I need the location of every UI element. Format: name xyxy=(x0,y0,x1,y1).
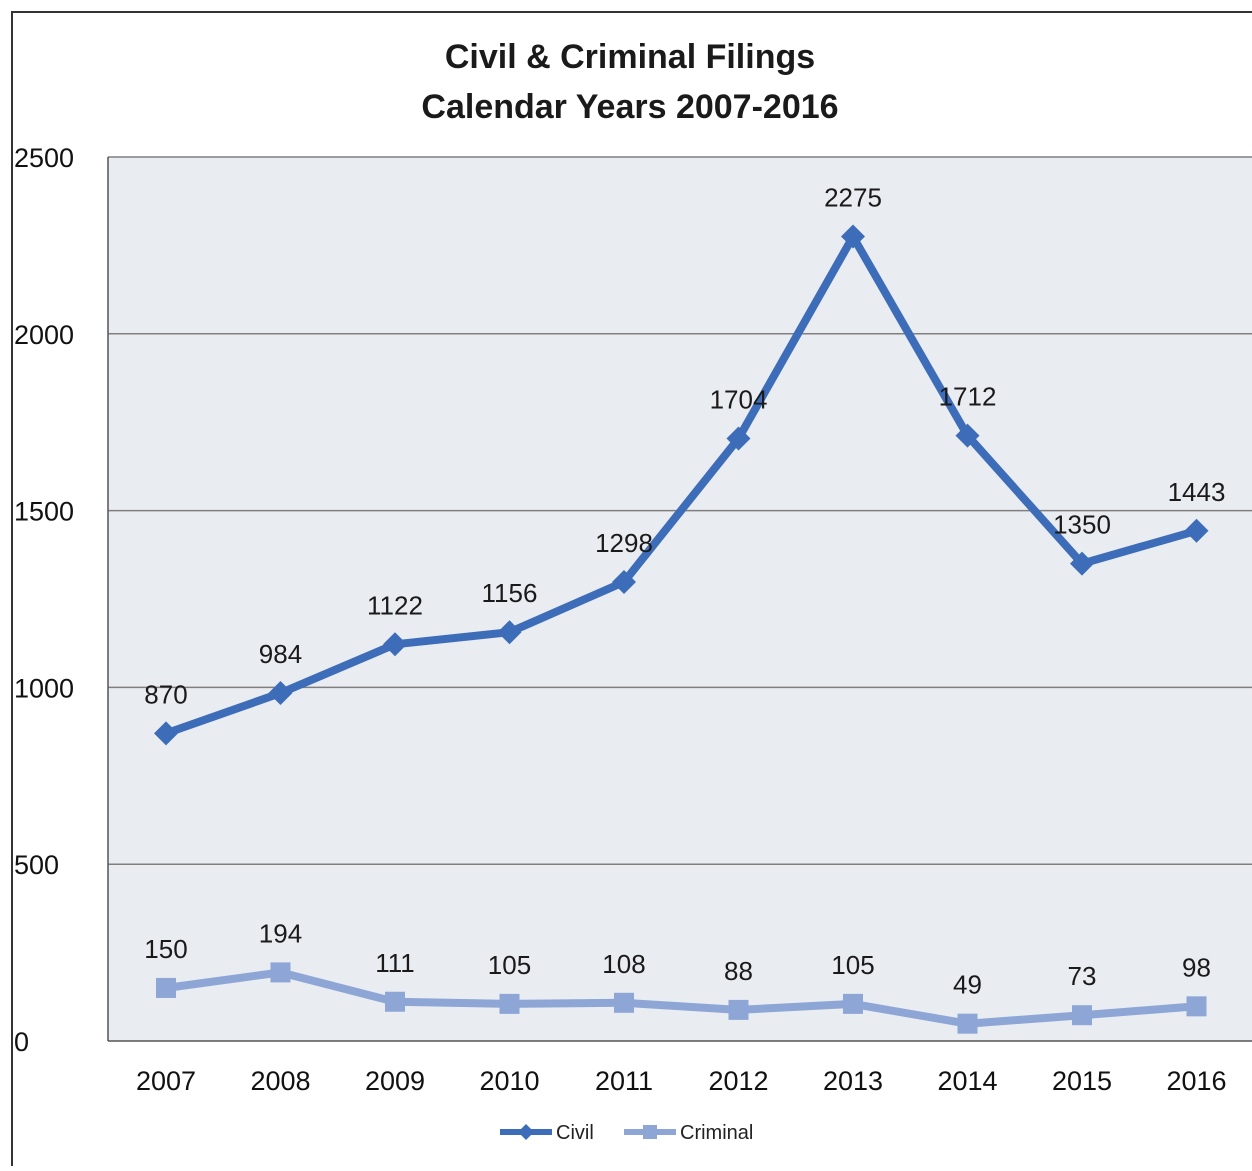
series-group xyxy=(154,224,1209,1034)
x-tick-label: 2011 xyxy=(595,1066,653,1096)
data-label-civil: 1156 xyxy=(482,578,538,608)
data-label-criminal: 150 xyxy=(144,934,187,964)
data-point-civil xyxy=(1184,518,1209,543)
data-point-civil xyxy=(612,570,636,595)
data-labels: 870 984 1122 1156 1298 1704 2275 1712 1350 1443 15… xyxy=(144,183,1225,1000)
data-point-criminal xyxy=(385,991,405,1012)
series-line-criminal xyxy=(162,968,1201,1028)
legend-marker-criminal xyxy=(643,1125,657,1139)
data-point-civil xyxy=(726,426,751,451)
data-label-criminal: 105 xyxy=(831,950,874,980)
y-tick-label: 1000 xyxy=(14,673,74,703)
data-label-criminal: 88 xyxy=(724,956,753,986)
axes: 0 500 1000 1500 2000 2500 2007 2008 2009 2010 2011… xyxy=(14,143,1252,1096)
data-point-criminal xyxy=(156,977,176,998)
x-tick-label: 2016 xyxy=(1166,1066,1226,1096)
x-tick-label: 2008 xyxy=(250,1066,310,1096)
data-label-civil: 1350 xyxy=(1053,510,1111,540)
data-point-criminal xyxy=(270,962,291,983)
data-point-criminal xyxy=(843,993,863,1014)
data-point-criminal xyxy=(957,1013,978,1034)
data-point-civil xyxy=(383,632,407,657)
data-point-criminal xyxy=(1072,1005,1092,1026)
x-tick-label: 2014 xyxy=(937,1066,997,1096)
data-label-civil: 1122 xyxy=(367,590,423,620)
data-label-criminal: 111 xyxy=(375,948,415,978)
data-point-criminal xyxy=(499,993,520,1014)
legend: Civil Criminal xyxy=(500,1122,753,1144)
legend-label-civil: Civil xyxy=(556,1122,594,1144)
chart-subtitle: Calendar Years 2007-2016 xyxy=(421,88,838,126)
data-label-civil: 2275 xyxy=(824,183,882,213)
y-tick-label: 2500 xyxy=(14,143,74,173)
data-label-civil: 1704 xyxy=(710,384,768,414)
x-tick-label: 2009 xyxy=(365,1066,425,1096)
data-label-criminal: 49 xyxy=(953,970,982,1000)
data-label-criminal: 194 xyxy=(259,918,302,948)
data-label-civil: 870 xyxy=(144,679,187,709)
legend-label-criminal: Criminal xyxy=(680,1122,753,1144)
plot-area xyxy=(108,157,1252,1041)
data-point-criminal xyxy=(1186,996,1207,1017)
data-label-civil: 1443 xyxy=(1168,477,1226,507)
data-point-civil xyxy=(1070,551,1094,576)
data-point-civil xyxy=(154,721,178,746)
series-line-civil xyxy=(162,232,1201,738)
data-label-criminal: 73 xyxy=(1068,961,1097,991)
y-tick-label: 0 xyxy=(14,1027,29,1057)
data-point-civil xyxy=(841,224,865,249)
data-point-civil xyxy=(955,423,980,448)
data-label-criminal: 98 xyxy=(1182,952,1211,982)
x-tick-label: 2010 xyxy=(479,1066,539,1096)
data-label-civil: 1298 xyxy=(595,528,653,558)
x-tick-label: 2015 xyxy=(1052,1066,1112,1096)
data-point-criminal xyxy=(728,999,749,1020)
data-point-civil xyxy=(268,681,293,706)
data-label-criminal: 105 xyxy=(488,950,531,980)
x-tick-label: 2007 xyxy=(136,1066,196,1096)
data-point-civil xyxy=(497,620,522,645)
data-point-criminal xyxy=(614,992,634,1013)
chart-title: Civil & Criminal Filings xyxy=(445,38,815,76)
legend-marker-civil xyxy=(518,1124,534,1140)
x-tick-label: 2012 xyxy=(708,1066,768,1096)
y-tick-label: 500 xyxy=(14,850,59,880)
data-label-civil: 984 xyxy=(259,639,302,669)
data-label-civil: 1712 xyxy=(939,382,997,412)
x-tick-label: 2013 xyxy=(823,1066,883,1096)
y-tick-label: 1500 xyxy=(14,497,74,527)
y-tick-label: 2000 xyxy=(14,320,74,350)
data-label-criminal: 108 xyxy=(602,949,645,979)
